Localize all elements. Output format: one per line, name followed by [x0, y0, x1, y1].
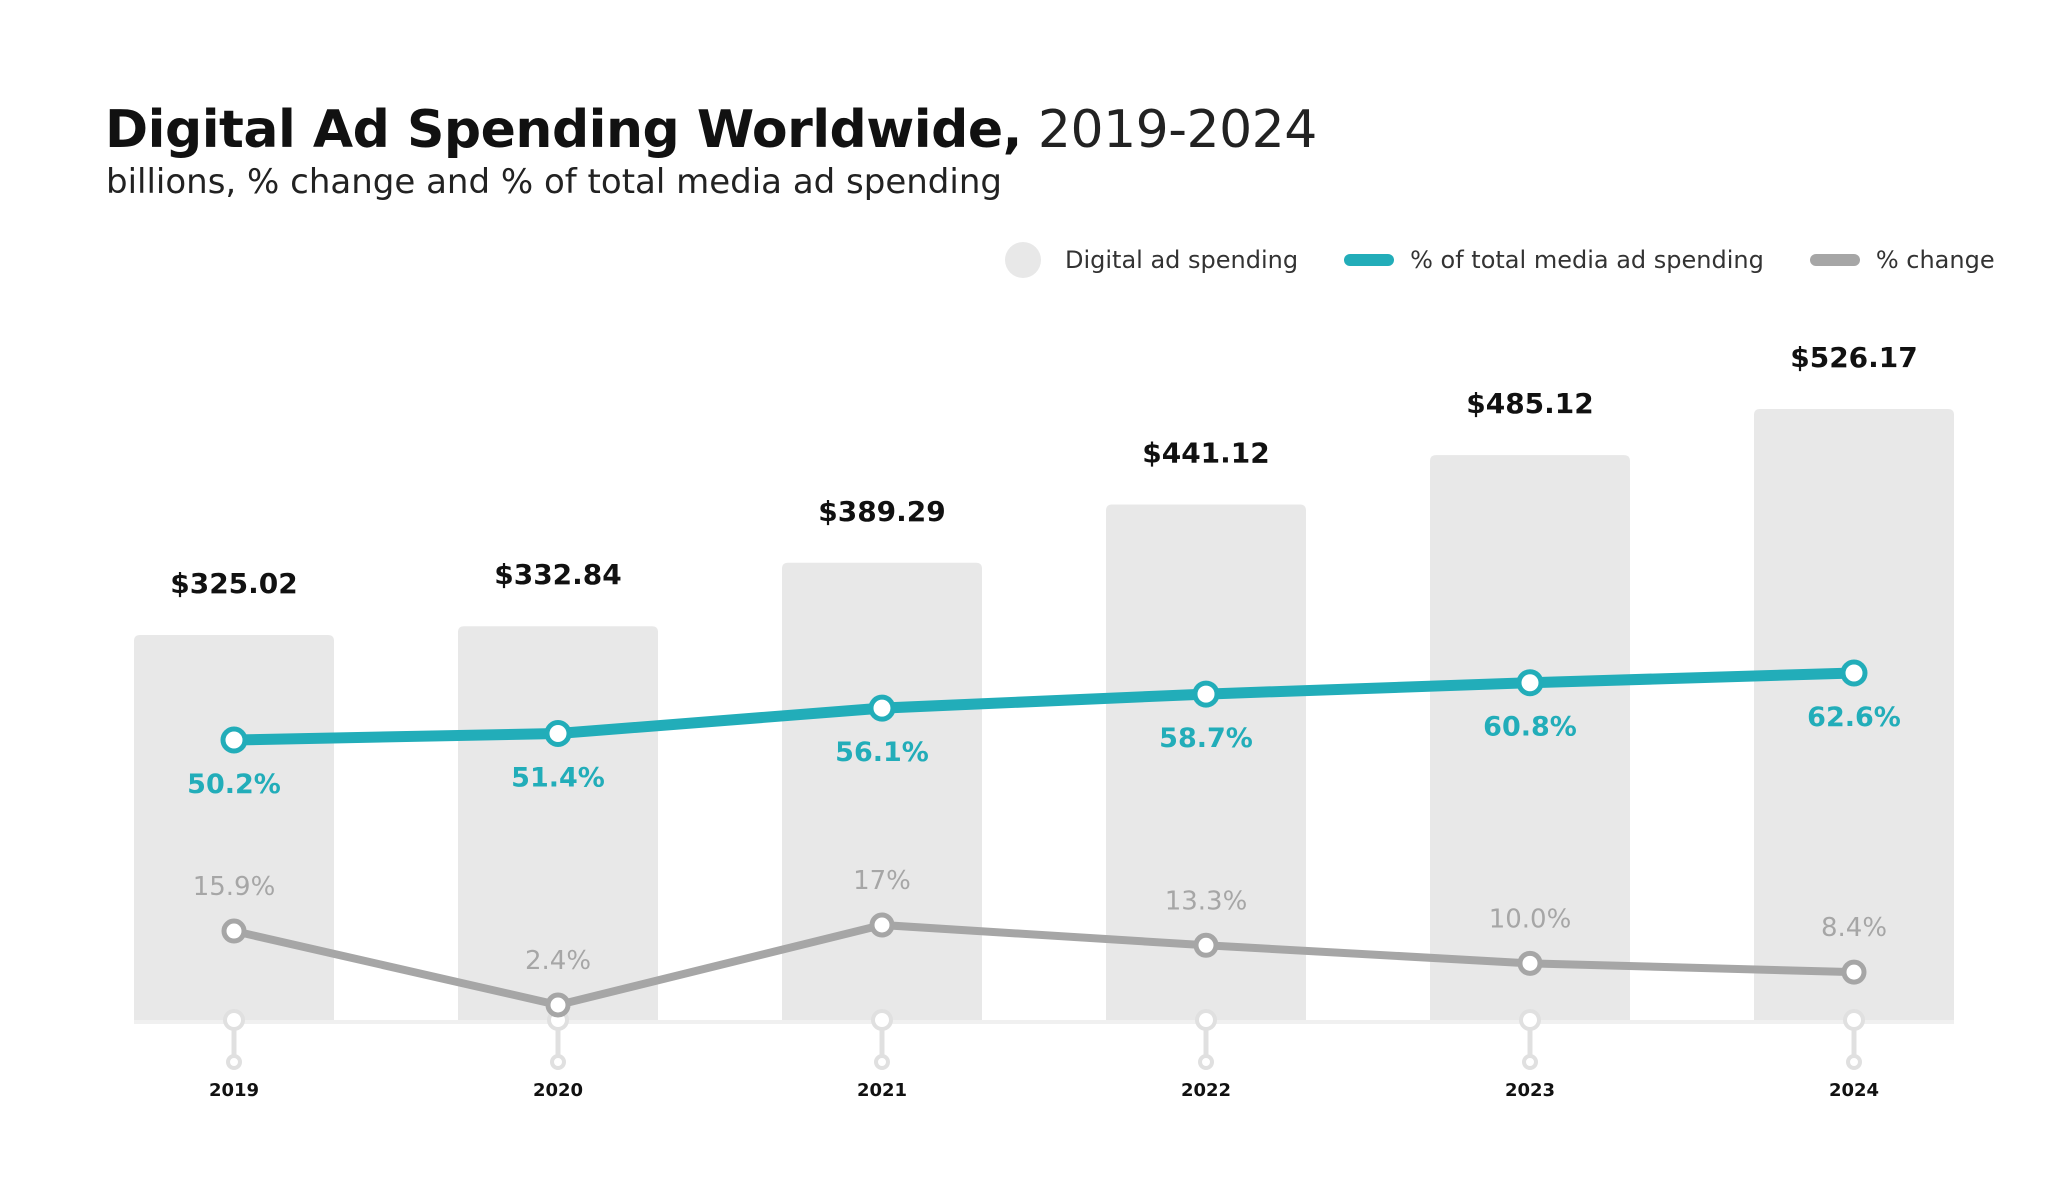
data-label-pct-change-2022: 13.3%: [1165, 886, 1248, 916]
axis-marker-top-2023: [1519, 1009, 1541, 1031]
legend: Digital ad spending % of total media ad …: [1005, 240, 1995, 280]
legend-item-pct-total-media: % of total media ad spending: [1344, 246, 1764, 274]
data-label-pct-total-media-2024: 62.6%: [1807, 702, 1901, 733]
x-tick-label-2023: 2023: [1505, 1080, 1555, 1101]
legend-item-pct-change: % change: [1809, 246, 1995, 274]
bar-value-label-2024: $526.17: [1790, 341, 1918, 374]
axis-marker-bottom-2023: [1522, 1054, 1538, 1070]
data-label-pct-total-media-2021: 56.1%: [835, 737, 929, 768]
axis-marker-bottom-2021: [874, 1054, 890, 1070]
bar-2019: [134, 635, 334, 1020]
point-pct-change-2022: [1193, 932, 1219, 958]
legend-label: Digital ad spending: [1065, 246, 1299, 274]
series-line-pct-change: [230, 921, 1858, 1009]
bar-value-label-2020: $332.84: [494, 558, 622, 591]
data-label-pct-total-media-2023: 60.8%: [1483, 712, 1577, 743]
chart-title-main: Digital Ad Spending Worldwide,: [105, 100, 1022, 160]
bar-value-label-2019: $325.02: [170, 567, 298, 600]
data-label-pct-change-2021: 17%: [853, 866, 911, 896]
series-line-pct-total-media: [228, 667, 1860, 746]
legend-teal-line-icon: [1344, 254, 1395, 266]
chart-title: Digital Ad Spending Worldwide, 2019-2024: [105, 100, 1317, 160]
data-label-pct-change-2020: 2.4%: [525, 946, 591, 976]
x-tick-label-2020: 2020: [533, 1080, 583, 1101]
axis-marker-top-2021: [871, 1009, 893, 1031]
bar-2021: [782, 562, 982, 1020]
bar-value-label-2021: $389.29: [818, 495, 946, 528]
bar-value-label-2022: $441.12: [1142, 437, 1270, 470]
legend-label: % of total media ad spending: [1410, 246, 1764, 274]
bar-2022: [1106, 504, 1306, 1021]
chart-subtitle: billions, % change and % of total media …: [106, 162, 1002, 202]
x-tick-label-2022: 2022: [1181, 1080, 1231, 1101]
point-pct-total-media-2020: [544, 720, 572, 748]
data-label-pct-change-2019: 15.9%: [193, 872, 276, 902]
legend-item-digital-ad-spending: Digital ad spending: [1005, 242, 1298, 278]
x-tick-label-2021: 2021: [857, 1080, 907, 1101]
data-label-pct-change-2024: 8.4%: [1821, 913, 1887, 943]
legend-gray-line-icon: [1809, 254, 1860, 266]
x-tick-label-2024: 2024: [1829, 1080, 1879, 1101]
point-pct-total-media-2023: [1516, 669, 1544, 697]
bar-2024: [1754, 409, 1954, 1020]
legend-label: % change: [1875, 246, 1995, 274]
axis-marker-top-2019: [223, 1009, 245, 1031]
axis-marker-top-2024: [1843, 1009, 1865, 1031]
data-label-pct-change-2023: 10.0%: [1489, 904, 1572, 934]
point-pct-total-media-2022: [1192, 680, 1220, 708]
point-pct-change-2019: [221, 918, 247, 944]
x-tick-label-2019: 2019: [209, 1080, 259, 1101]
point-pct-change-2024: [1841, 959, 1867, 985]
axis-marker-bottom-2020: [550, 1054, 566, 1070]
legend-bar-swatch-icon: [1005, 242, 1041, 278]
point-pct-change-2020: [545, 992, 571, 1018]
axis-marker-bottom-2019: [226, 1054, 242, 1070]
point-pct-change-2021: [869, 912, 895, 938]
point-pct-change-2023: [1517, 950, 1543, 976]
data-label-pct-total-media-2020: 51.4%: [511, 763, 605, 794]
axis-marker-top-2022: [1195, 1009, 1217, 1031]
point-pct-total-media-2021: [868, 694, 896, 722]
chart-title-years: 2019-2024: [1037, 100, 1317, 160]
data-label-pct-total-media-2019: 50.2%: [187, 769, 281, 800]
point-pct-total-media-2024: [1840, 659, 1868, 687]
bar-2023: [1430, 455, 1630, 1020]
data-label-pct-total-media-2022: 58.7%: [1159, 723, 1253, 754]
axis-marker-bottom-2024: [1846, 1054, 1862, 1070]
axis-marker-bottom-2022: [1198, 1054, 1214, 1070]
bar-value-label-2023: $485.12: [1466, 387, 1594, 420]
point-pct-total-media-2019: [220, 726, 248, 754]
